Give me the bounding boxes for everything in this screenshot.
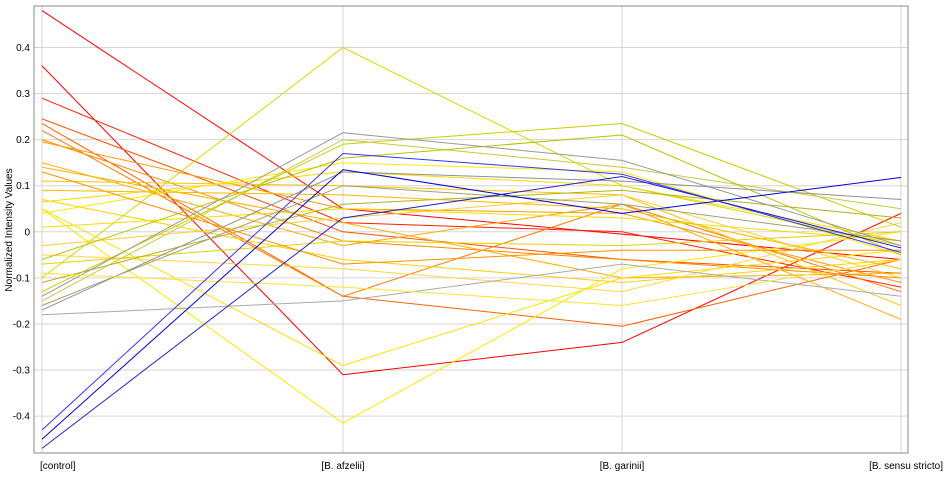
series-line-5 — [41, 123, 902, 327]
series-line-29 — [41, 185, 902, 306]
y-tick-labels: 0.4 0.3 0.2 0.1 0 -0.1 -0.2 -0.3 -0.4 — [13, 43, 31, 423]
series-line-35 — [41, 175, 902, 449]
series-line-7 — [41, 139, 902, 279]
series-line-28 — [41, 263, 902, 316]
series-line-34 — [41, 169, 902, 440]
y-tick-label: 0.1 — [16, 181, 30, 192]
series-line-8 — [41, 141, 902, 283]
series-line-9 — [41, 162, 902, 320]
y-tick-label: 0.4 — [16, 43, 30, 54]
y-axis-title: Normalized Intensity Values — [4, 168, 15, 291]
series-line-21 — [41, 46, 902, 279]
series-line-10 — [41, 166, 902, 279]
series-line-14 — [41, 208, 902, 366]
x-tick-label: [control] — [40, 461, 76, 472]
series-line-25 — [41, 189, 902, 283]
x-tick-label: [B. garinii] — [600, 461, 645, 472]
series-line-12 — [41, 199, 902, 284]
y-tick-label: 0 — [24, 227, 30, 238]
series-line-31 — [41, 171, 901, 265]
plot-frame — [33, 5, 909, 454]
y-tick-label: 0.2 — [16, 135, 30, 146]
y-tick-label: -0.3 — [13, 366, 31, 377]
x-tick-label: [B. afzelii] — [321, 461, 365, 472]
gridlines — [34, 6, 908, 453]
series-line-23 — [41, 139, 902, 302]
y-tick-label: -0.2 — [13, 319, 31, 330]
series-line-27 — [41, 171, 902, 311]
series-line-30 — [41, 259, 902, 307]
y-tick-label: -0.4 — [13, 412, 31, 423]
series-line-3 — [41, 97, 902, 288]
series-line-19 — [41, 222, 902, 293]
series-line-33 — [41, 152, 902, 431]
x-tick-labels: [control] [B. afzelii] [B. garinii] [B. sen… — [40, 461, 943, 472]
series-line-32 — [41, 189, 902, 270]
y-tick-label: -0.1 — [13, 273, 31, 284]
x-tick-label: [B. sensu stricto] — [869, 461, 943, 472]
y-tick-label: 0.3 — [16, 89, 30, 100]
series-line-1 — [41, 10, 902, 260]
series-line-26 — [41, 132, 902, 297]
series-lines — [41, 10, 902, 449]
series-line-18 — [41, 194, 902, 279]
